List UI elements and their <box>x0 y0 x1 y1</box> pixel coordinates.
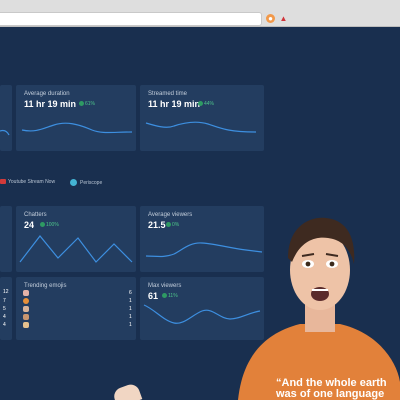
card-title: Streamed time <box>148 91 188 97</box>
card-title: Average viewers <box>148 212 193 218</box>
card-title: Trending emojis <box>24 283 67 289</box>
change-badge: 0% <box>166 222 179 228</box>
emoji-icon <box>23 298 29 304</box>
card-average-viewers: Average viewers 21.5 0% <box>140 206 264 272</box>
card-title: Average duration <box>24 91 70 97</box>
card-average-duration: Average duration 11 hr 19 min 61% <box>16 85 136 151</box>
sparkline <box>145 121 257 133</box>
trend-up-icon <box>162 293 167 298</box>
sparkline <box>21 122 133 134</box>
trend-up-icon <box>40 222 45 227</box>
card-left-counts <box>0 277 12 340</box>
platform-periscope[interactable]: Periscope <box>70 179 102 186</box>
change-badge: 61% <box>79 101 95 107</box>
trend-up-icon <box>166 222 171 227</box>
metric-value: 11 hr 19 min <box>148 99 201 109</box>
metric-value: 24 <box>24 220 35 230</box>
card-left-partial-2 <box>0 206 12 272</box>
card-chatters: Chatters 24 100% <box>16 206 136 272</box>
warning-icon[interactable]: ▲ <box>279 14 288 23</box>
shirt-text: “And the whole earth was of one language <box>276 377 387 400</box>
emoji-icon <box>23 290 29 296</box>
address-bar[interactable] <box>0 12 262 26</box>
card-left-partial <box>0 85 12 151</box>
card-max-viewers: Max viewers 61 11% <box>140 277 264 340</box>
change-badge: 100% <box>40 222 59 228</box>
sparkline <box>0 129 10 136</box>
hand-icon <box>111 382 143 400</box>
card-streamed-time: Streamed time 11 hr 19 min 44% <box>140 85 264 151</box>
emoji-icon <box>23 314 29 320</box>
card-title: Chatters <box>24 212 47 218</box>
sparkline <box>145 242 263 258</box>
card-trending-emojis: Trending emojis <box>16 277 136 340</box>
trend-up-icon <box>79 101 84 106</box>
emoji-icon <box>23 322 29 328</box>
change-badge: 11% <box>162 293 178 299</box>
platform-youtube[interactable]: Youtube Stream Now <box>0 179 55 185</box>
metric-value: 21.5 <box>148 220 166 230</box>
youtube-icon <box>0 179 6 184</box>
sparkline <box>143 304 261 324</box>
periscope-icon <box>70 179 77 186</box>
browser-toolbar: ● ▲ <box>0 0 400 27</box>
presenter-illustration <box>238 217 400 400</box>
change-badge: 44% <box>198 101 214 107</box>
extension-icon[interactable]: ● <box>266 14 275 23</box>
trend-up-icon <box>198 101 203 106</box>
metric-value: 11 hr 19 min <box>24 99 77 109</box>
sparkline <box>19 235 133 263</box>
card-title: Max viewers <box>148 283 182 289</box>
emoji-icon <box>23 306 29 312</box>
metric-value: 61 <box>148 291 159 301</box>
